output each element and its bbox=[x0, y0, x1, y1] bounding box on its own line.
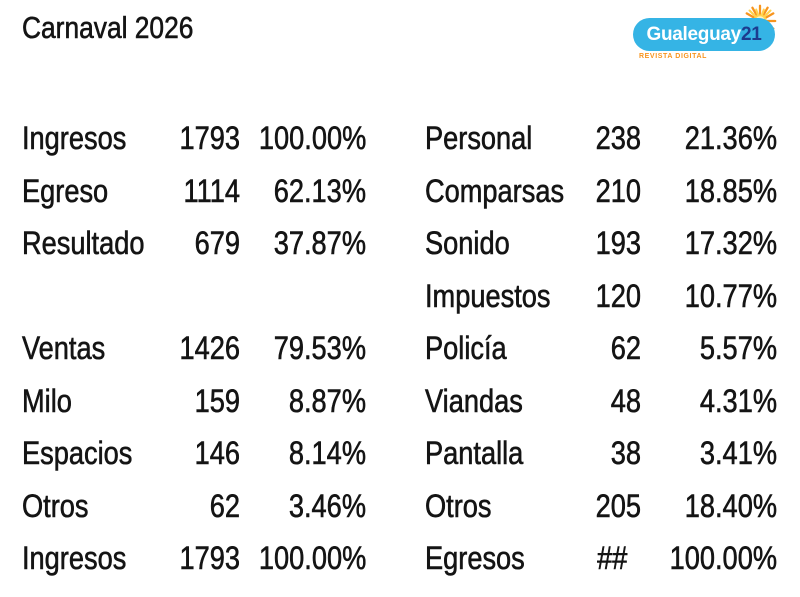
row-value-right: 62 bbox=[610, 330, 641, 367]
row-percent-left: 8.14% bbox=[288, 435, 367, 472]
row-percent-right: 21.36% bbox=[684, 120, 777, 157]
row-label-left: Egreso bbox=[22, 172, 109, 209]
row-label-right: Personal bbox=[425, 120, 533, 157]
row-percent-left: 100.00% bbox=[258, 120, 367, 157]
gualeguay21-logo: Gualeguay 21 REVISTA DIGITAL bbox=[633, 2, 785, 60]
row-percent-left: 3.46% bbox=[288, 487, 367, 524]
row-value-left: 1426 bbox=[179, 330, 240, 367]
row-value-right: 120 bbox=[595, 277, 641, 314]
row-label-right: Policía bbox=[425, 330, 507, 367]
row-value-left: 146 bbox=[194, 435, 240, 472]
row-percent-right: 5.57% bbox=[699, 330, 778, 367]
row-label-left: Resultado bbox=[22, 225, 145, 262]
row-percent-right: 4.31% bbox=[699, 382, 778, 419]
row-value-left: 1114 bbox=[183, 172, 240, 209]
logo-blob: Gualeguay 21 bbox=[633, 18, 775, 51]
row-label-left: Ingresos bbox=[22, 120, 127, 157]
row-label-right: Pantalla bbox=[425, 435, 524, 472]
row-value-left: 1793 bbox=[179, 540, 240, 577]
row-percent-left: 100.00% bbox=[258, 540, 367, 577]
row-value-right: 238 bbox=[595, 120, 641, 157]
row-percent-right: 18.85% bbox=[684, 172, 777, 209]
row-percent-left: 79.53% bbox=[273, 330, 366, 367]
row-value-right: 205 bbox=[595, 487, 641, 524]
logo-text-main: Gualeguay bbox=[646, 23, 742, 45]
row-value-right: 48 bbox=[610, 382, 641, 419]
row-label-right: Egresos bbox=[425, 540, 525, 577]
row-percent-left: 37.87% bbox=[273, 225, 366, 262]
row-label-right: Impuestos bbox=[425, 277, 551, 314]
row-value-right: 38 bbox=[610, 435, 641, 472]
row-label-left: Otros bbox=[22, 487, 89, 524]
page-title: Carnaval 2026 bbox=[22, 10, 194, 45]
row-percent-right: 100.00% bbox=[669, 540, 777, 577]
row-label-left: Ventas bbox=[22, 330, 106, 367]
row-value-left: 159 bbox=[194, 382, 240, 419]
row-percent-left: 8.87% bbox=[288, 382, 367, 419]
row-label-right: Viandas bbox=[425, 382, 523, 419]
row-label-right: Otros bbox=[425, 487, 492, 524]
row-percent-left: 62.13% bbox=[273, 172, 366, 209]
row-label-right: Comparsas bbox=[425, 172, 565, 209]
row-percent-right: 3.41% bbox=[699, 435, 778, 472]
row-value-right: 210 bbox=[595, 172, 641, 209]
row-label-left: Milo bbox=[22, 382, 72, 419]
row-value-right: 193 bbox=[595, 225, 641, 262]
data-table: Ingresos 1793 100.00% Personal 238 21.36% Egre… bbox=[22, 112, 778, 585]
row-value-left: 679 bbox=[194, 225, 240, 262]
row-label-left: Espacios bbox=[22, 435, 133, 472]
logo-text-suffix: 21 bbox=[740, 23, 762, 45]
row-value-left: 62 bbox=[209, 487, 240, 524]
row-percent-right: 18.40% bbox=[684, 487, 777, 524]
row-value-right: ## bbox=[597, 540, 628, 577]
row-label-left: Ingresos bbox=[22, 540, 127, 577]
row-value-left: 1793 bbox=[179, 120, 240, 157]
row-percent-right: 17.32% bbox=[684, 225, 777, 262]
row-label-right: Sonido bbox=[425, 225, 510, 262]
logo-tagline: REVISTA DIGITAL bbox=[639, 53, 707, 60]
row-percent-right: 10.77% bbox=[684, 277, 777, 314]
